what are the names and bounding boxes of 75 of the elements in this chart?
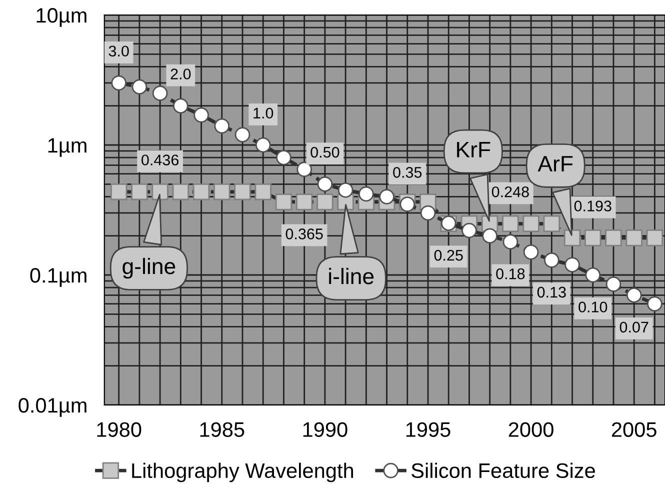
point <box>317 176 333 192</box>
point <box>214 184 230 200</box>
legend-label: Lithography Wavelength <box>132 462 354 482</box>
y-tick-label: 0.01µm <box>18 398 86 417</box>
x-tick-label: 2000 <box>508 422 554 437</box>
data-label: 0.365 <box>286 228 323 240</box>
point <box>462 222 477 238</box>
point <box>110 184 128 200</box>
point <box>234 184 251 200</box>
point <box>522 215 540 232</box>
point <box>152 184 168 200</box>
point <box>214 118 230 134</box>
point <box>605 230 622 246</box>
x-tick-label: 1985 <box>200 422 244 437</box>
point <box>192 184 210 200</box>
annotation: KrF <box>457 142 490 158</box>
x-tick-label: 1990 <box>303 422 348 437</box>
y-tick-label: 0.1µm <box>30 268 86 287</box>
annotation: g-line <box>122 258 176 279</box>
point <box>152 86 168 101</box>
point <box>131 184 148 200</box>
annotation: ArF <box>538 156 573 172</box>
data-label: 0.35 <box>393 167 422 178</box>
point <box>626 288 642 303</box>
point <box>172 184 189 200</box>
point <box>234 127 250 142</box>
point <box>502 215 519 232</box>
point <box>564 257 580 272</box>
data-label: 0.07 <box>620 322 648 333</box>
data-label: 0.18 <box>496 268 525 280</box>
point <box>275 194 292 210</box>
data-label: 0.50 <box>310 146 340 158</box>
y-tick-label: 1µm <box>48 138 86 157</box>
point <box>296 194 313 210</box>
annotation: i-line <box>329 268 374 284</box>
data-label: 3.0 <box>108 46 129 57</box>
data-label: 0.436 <box>142 154 178 166</box>
x-tick-label: 1980 <box>97 422 142 437</box>
legend-label: Silicon Feature Size <box>412 462 595 478</box>
point <box>276 150 292 166</box>
point <box>296 162 312 177</box>
point <box>194 107 209 123</box>
point <box>400 196 416 212</box>
point <box>358 186 374 202</box>
point <box>111 75 126 91</box>
point <box>647 296 662 312</box>
data-label: 0.248 <box>492 186 529 198</box>
point <box>379 189 394 204</box>
point <box>564 230 581 246</box>
x-tick-label: 2005 <box>612 422 656 437</box>
point <box>585 267 601 283</box>
point <box>606 276 622 292</box>
data-label: 0.13 <box>537 286 566 298</box>
point <box>544 252 560 268</box>
point <box>338 182 354 198</box>
data-label: 2.0 <box>170 68 191 80</box>
point <box>173 98 188 114</box>
data-label: 1.0 <box>254 108 274 119</box>
point <box>255 137 271 153</box>
data-label: 0.193 <box>574 200 612 212</box>
point <box>420 205 436 221</box>
point <box>502 234 518 250</box>
point <box>482 228 498 244</box>
point <box>523 244 539 260</box>
point <box>646 230 664 246</box>
point <box>543 215 560 232</box>
data-label: 0.25 <box>434 250 463 261</box>
point <box>316 194 334 210</box>
point <box>584 230 602 246</box>
data-label: 0.10 <box>578 302 608 312</box>
point <box>626 230 642 246</box>
x-tick-label: 1995 <box>406 422 450 437</box>
point <box>132 79 148 95</box>
y-tick-label: 10µm <box>36 8 86 27</box>
point <box>254 184 272 200</box>
